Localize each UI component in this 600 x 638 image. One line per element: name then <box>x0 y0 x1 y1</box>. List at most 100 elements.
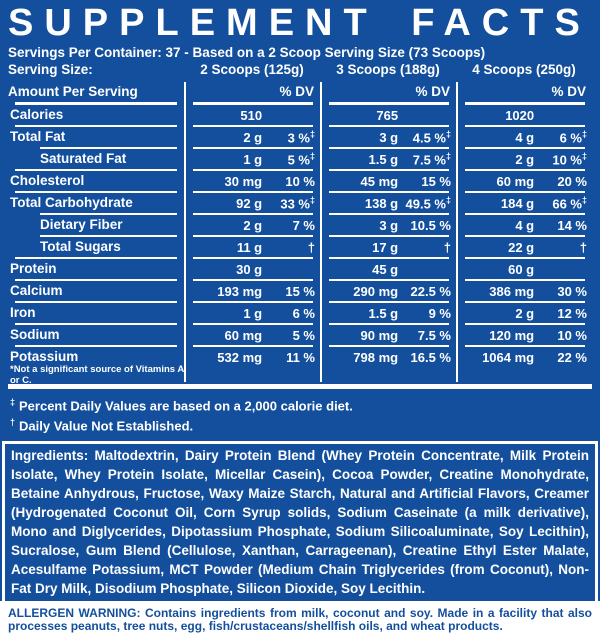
row-rule <box>193 125 313 127</box>
dv-value: † <box>579 239 587 255</box>
row-label-sodium: Sodium <box>10 327 60 343</box>
value-potassium-col2: 798 mg 16.5 % <box>322 347 456 367</box>
dv-value: 20 % <box>557 173 587 189</box>
amount-value: 2 g <box>515 151 535 167</box>
serving-column-2: % DV 765 3 g 4.5 %‡ 1.5 g 7.5 %‡ 45 mg 15 % 138 … <box>320 82 456 382</box>
row-rule <box>465 301 585 303</box>
dv-value: 11 % <box>286 349 315 365</box>
row-label-dietary-fiber: Dietary Fiber <box>40 217 123 233</box>
row-rule <box>465 323 585 325</box>
row-label-total-carbohydrate: Total Carbohydrate <box>10 195 133 211</box>
amount-value: 4 g <box>515 217 535 233</box>
value-total-fat-col1: 2 g 3 %‡ <box>186 127 320 147</box>
amount-value: 90 mg <box>360 327 399 343</box>
dv-value: 66 %‡ <box>552 194 587 212</box>
footnote-line-2: † Daily Value Not Established. <box>10 414 590 434</box>
row-rule <box>329 213 449 215</box>
serving-size-option-2: 3 Scoops (188g) <box>336 62 440 77</box>
amount-value: 2 g <box>243 129 263 145</box>
dv-value: 7.5 %‡ <box>412 150 451 168</box>
amount-value: 1020 <box>505 107 535 123</box>
row-rule <box>15 279 177 281</box>
amount-value: 30 g <box>236 261 263 277</box>
value-sodium-col3: 120 mg 10 % <box>458 325 592 345</box>
value-total-sugars-col1: 11 g † <box>186 237 320 257</box>
row-rule <box>193 323 313 325</box>
table-footnote: *Not a significant source of Vitamins A … <box>10 363 184 386</box>
value-calcium-col1: 193 mg 15 % <box>186 281 320 301</box>
amount-per-serving-header: Amount Per Serving <box>8 84 138 100</box>
ingredients-box: Ingredients: Maltodextrin, Dairy Protein… <box>2 440 598 604</box>
amount-value: 92 g <box>236 195 263 211</box>
serving-size-option-3: 4 Scoops (250g) <box>472 62 576 77</box>
row-rule <box>465 125 585 127</box>
amount-value: 184 g <box>500 195 535 211</box>
value-calories-col1: 510 <box>186 105 320 125</box>
dv-value: 10 % <box>557 327 587 343</box>
row-rule <box>193 169 313 171</box>
row-label-calories: Calories <box>10 107 64 123</box>
dv-value: 6 % <box>292 305 315 321</box>
value-dietary-fiber-col2: 3 g 10.5 % <box>322 215 456 235</box>
value-calories-col2: 765 <box>322 105 456 125</box>
row-label-potassium: Potassium <box>10 349 79 365</box>
row-label-calcium: Calcium <box>10 283 63 299</box>
amount-value: 3 g <box>379 129 399 145</box>
dv-value: 22 % <box>557 349 587 365</box>
row-rule <box>193 147 313 149</box>
amount-value: 386 mg <box>489 283 535 299</box>
amount-value: 60 mg <box>496 173 535 189</box>
dv-header-2: % DV <box>415 84 450 100</box>
value-iron-col2: 1.5 g 9 % <box>322 303 456 323</box>
value-dietary-fiber-col3: 4 g 14 % <box>458 215 592 235</box>
row-rule <box>193 213 313 215</box>
row-rule <box>40 147 177 149</box>
row-rule <box>193 279 313 281</box>
row-rule <box>329 345 449 347</box>
row-rule <box>15 257 177 259</box>
row-rule <box>329 125 449 127</box>
row-label-total-sugars: Total Sugars <box>40 239 121 255</box>
value-potassium-col3: 1064 mg 22 % <box>458 347 592 367</box>
amount-value: 3 g <box>379 217 399 233</box>
value-saturated-fat-col3: 2 g 10 %‡ <box>458 149 592 169</box>
dv-value: † <box>443 239 451 255</box>
row-label-iron: Iron <box>10 305 36 321</box>
dv-value: 14 % <box>557 217 587 233</box>
row-rule <box>465 345 585 347</box>
amount-value: 60 g <box>508 261 535 277</box>
amount-value: 17 g <box>372 239 399 255</box>
value-protein-col1: 30 g <box>186 259 320 279</box>
row-rule <box>329 169 449 171</box>
amount-per-serving-column: Amount Per Serving Calories Total Fat Satur… <box>8 82 184 386</box>
dv-value: 5 %‡ <box>287 150 315 168</box>
header-rule <box>193 102 313 105</box>
row-rule <box>465 257 585 259</box>
row-rule <box>193 345 313 347</box>
ingredients-label: Ingredients: <box>11 447 89 463</box>
amount-value: 1 g <box>243 151 263 167</box>
dagger-symbol: ‡ <box>445 150 451 161</box>
row-label-saturated-fat: Saturated Fat <box>40 151 127 167</box>
dv-value: 10.5 % <box>410 217 451 233</box>
allergen-label: ALLERGEN WARNING: <box>8 605 141 620</box>
value-protein-col3: 60 g <box>458 259 592 279</box>
row-label-cholesterol: Cholesterol <box>10 173 85 189</box>
row-rule <box>465 169 585 171</box>
dv-value: 49.5 %‡ <box>405 194 452 212</box>
amount-value: 2 g <box>515 305 535 321</box>
amount-value: 138 g <box>364 195 399 211</box>
dagger-symbol: ‡ <box>309 194 315 205</box>
row-rule <box>329 257 449 259</box>
row-rule <box>465 147 585 149</box>
amount-value: 1064 mg <box>482 349 535 365</box>
dv-value: 12 % <box>557 305 587 321</box>
dv-value: 15 % <box>421 173 451 189</box>
row-rule <box>193 301 313 303</box>
value-iron-col3: 2 g 12 % <box>458 303 592 323</box>
dv-value: 5 % <box>292 327 315 343</box>
dv-value: 10 %‡ <box>552 150 587 168</box>
servings-per-container: Servings Per Container: 37 - Based on a … <box>8 45 486 60</box>
